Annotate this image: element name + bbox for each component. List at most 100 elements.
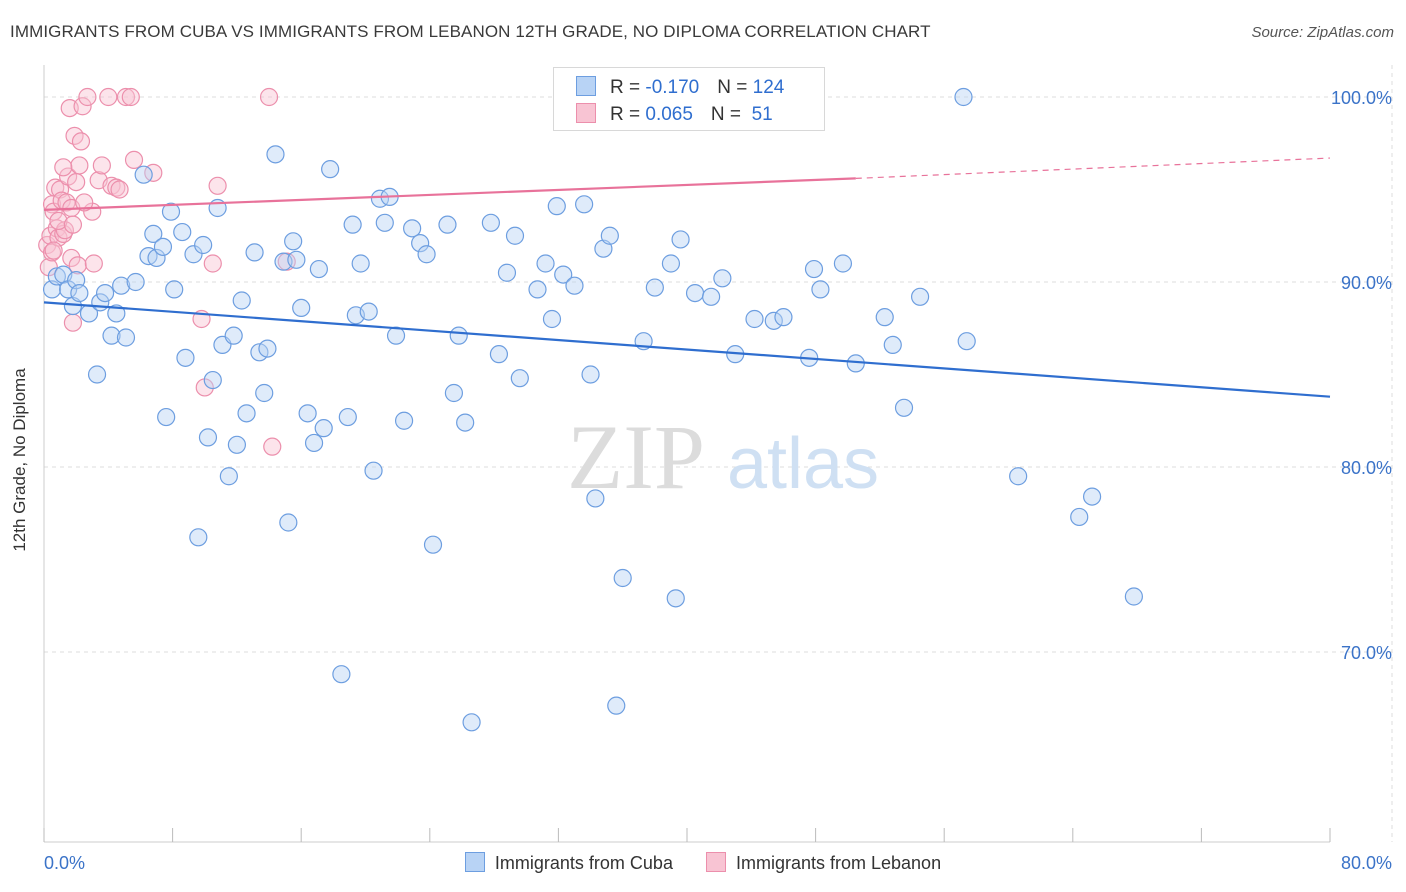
source-label: Source: ZipAtlas.com (1251, 24, 1394, 41)
point-lebanon (67, 173, 86, 192)
point-cuba (47, 267, 66, 286)
legend-item-cuba: Immigrants from Cuba (464, 852, 673, 874)
point-cuba (107, 304, 126, 323)
x-tick-label: 80.0% (1341, 853, 1392, 873)
point-cuba (266, 145, 285, 164)
point-cuba (153, 237, 173, 256)
point-cuba (375, 213, 394, 232)
point-cuba (184, 245, 203, 264)
point-cuba (284, 232, 303, 251)
point-cuba (157, 407, 176, 427)
point-cuba (456, 413, 475, 432)
point-cuba (332, 665, 351, 684)
point-cuba (661, 254, 681, 273)
point-cuba (449, 326, 468, 345)
point-cuba (438, 215, 457, 234)
trend-line-lebanon-extension (855, 157, 1331, 179)
watermark-atlas: atlas (727, 424, 879, 504)
point-cuba (497, 263, 517, 282)
legend-label-lebanon: Immigrants from Lebanon (735, 853, 942, 873)
point-lebanon (44, 241, 63, 260)
point-lebanon (78, 87, 97, 107)
point-lebanon (208, 176, 227, 195)
point-cuba (87, 365, 107, 384)
point-cuba (671, 230, 690, 249)
r-value: -0.170 (645, 77, 700, 98)
point-cuba (134, 165, 153, 184)
point-cuba (607, 696, 626, 715)
point-cuba (309, 259, 328, 279)
point-cuba (764, 311, 783, 330)
point-cuba (954, 87, 973, 107)
point-cuba (203, 370, 222, 390)
point-lebanon (116, 87, 136, 107)
point-cuba (883, 335, 902, 354)
point-cuba (645, 278, 664, 297)
point-cuba (194, 235, 213, 255)
point-cuba (351, 254, 370, 273)
r-value: 0.065 (645, 104, 693, 125)
point-cuba (1070, 507, 1089, 527)
point-cuba (304, 433, 324, 453)
point-lebanon (99, 87, 118, 107)
point-lebanon (63, 313, 83, 332)
point-cuba (910, 287, 930, 306)
point-lebanon (54, 158, 73, 177)
stats-legend: R = -0.170 N = 124 R = 0.065 N = 51 (553, 67, 825, 131)
n-label: N = (717, 77, 753, 98)
point-cuba (343, 215, 362, 234)
point-cuba (359, 302, 378, 321)
point-lebanon (49, 211, 68, 231)
point-cuba (287, 250, 306, 269)
n-label: N = (710, 104, 747, 125)
trend-line-cuba (43, 301, 1331, 398)
point-cuba (489, 345, 509, 364)
watermark: ZIP atlas (567, 406, 879, 508)
point-cuba (1082, 487, 1102, 506)
chart-title: IMMIGRANTS FROM CUBA VS IMMIGRANTS FROM … (10, 22, 931, 41)
point-lebanon (71, 132, 91, 151)
point-cuba (364, 461, 383, 480)
point-cuba (232, 291, 251, 310)
point-cuba (189, 528, 208, 547)
n-value: 124 (752, 77, 785, 98)
point-lebanon (259, 87, 279, 107)
point-cuba (586, 489, 605, 508)
point-cuba (685, 284, 705, 303)
point-cuba (581, 365, 600, 384)
point-cuba (528, 280, 547, 299)
point-cuba (702, 287, 721, 306)
series-cuba (42, 87, 1143, 732)
watermark-zip: ZIP (567, 406, 705, 508)
axes (43, 65, 1331, 843)
point-cuba (774, 308, 793, 327)
point-cuba (176, 348, 195, 367)
point-cuba (417, 245, 436, 264)
stats-row-lebanon: R = 0.065 N = 51 (576, 103, 773, 125)
point-cuba (1009, 467, 1028, 486)
y-tick-label: 70.0% (1341, 643, 1392, 663)
point-cuba (575, 195, 594, 214)
point-lebanon (92, 156, 111, 175)
y-axis-label: 12th Grade, No Diploma (10, 368, 29, 552)
point-cuba (811, 280, 830, 299)
point-lebanon (68, 256, 87, 275)
point-cuba (126, 272, 145, 292)
point-cuba (219, 467, 238, 486)
point-lebanon (121, 87, 140, 107)
point-lebanon (70, 156, 89, 175)
legend-label-cuba: Immigrants from Cuba (494, 853, 673, 873)
y-tick-label: 90.0% (1341, 273, 1392, 293)
point-cuba (245, 243, 264, 262)
lebanon-swatch (705, 852, 726, 872)
series-legend: Immigrants from Cuba Immigrants from Leb… (0, 852, 1406, 874)
point-cuba (161, 202, 181, 221)
tick-labels: 70.0% 80.0% 90.0% 100.0% 0.0% 80.0% (44, 88, 1392, 873)
x-tick-label: 0.0% (44, 853, 85, 873)
y-tick-label: 80.0% (1341, 458, 1392, 478)
point-cuba (95, 284, 115, 303)
point-lebanon (110, 180, 129, 199)
point-cuba (833, 254, 853, 273)
point-cuba (423, 535, 443, 554)
